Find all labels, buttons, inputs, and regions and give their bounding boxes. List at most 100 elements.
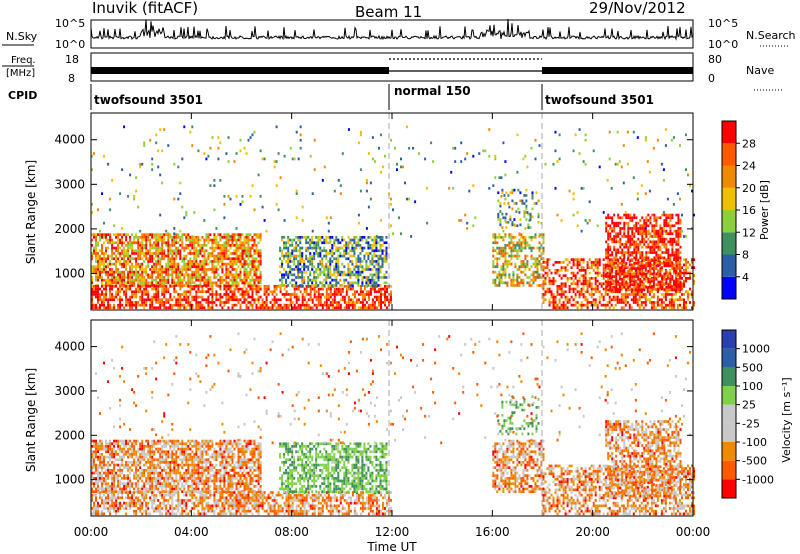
- heatmap-cell: [141, 162, 144, 166]
- heatmap-cell: [650, 290, 653, 294]
- heatmap-cell: [611, 219, 614, 222]
- heatmap-cell: [542, 295, 545, 299]
- heatmap-cell: [145, 281, 148, 285]
- heatmap-cell: [566, 269, 569, 272]
- heatmap-cell: [179, 276, 182, 279]
- heatmap-cell: [249, 285, 252, 288]
- heatmap-cell: [135, 233, 138, 236]
- heatmap-cell: [217, 262, 220, 266]
- heatmap-cell: [169, 262, 172, 266]
- heatmap-cell: [197, 301, 200, 304]
- heatmap-cell: [215, 270, 218, 274]
- heatmap-cell: [640, 184, 643, 187]
- heatmap-cell: [197, 276, 200, 279]
- heatmap-cell: [257, 276, 260, 279]
- heatmap-cell: [261, 157, 264, 161]
- heatmap-cell: [157, 290, 160, 294]
- heatmap-cell: [494, 265, 497, 269]
- heatmap-cell: [137, 254, 140, 258]
- noise-right-tick-top: 10^5: [708, 17, 738, 30]
- heatmap-cell: [295, 281, 298, 285]
- heatmap-cell: [650, 306, 653, 310]
- heatmap-cell: [631, 219, 634, 222]
- heatmap-cell: [618, 301, 621, 304]
- heatmap-cell: [209, 184, 212, 187]
- heatmap-cell: [213, 184, 216, 187]
- heatmap-cell: [135, 287, 138, 291]
- heatmap-cell: [369, 303, 372, 307]
- heatmap-cell: [241, 246, 244, 250]
- heatmap-cell: [660, 269, 663, 272]
- heatmap-cell: [297, 276, 300, 279]
- heatmap-cell: [629, 277, 632, 281]
- heatmap-cell: [665, 264, 668, 268]
- heatmap-cell: [644, 269, 647, 272]
- heatmap-cell: [668, 269, 671, 272]
- heatmap-cell: [299, 241, 302, 245]
- heatmap-cell: [119, 301, 122, 304]
- heatmap-cell: [677, 280, 680, 284]
- heatmap-cell: [317, 252, 320, 255]
- heatmap-cell: [524, 211, 527, 214]
- heatmap-cell: [253, 284, 256, 287]
- heatmap-cell: [637, 227, 640, 230]
- heatmap-cell: [147, 236, 150, 239]
- heatmap-cell: [325, 276, 328, 279]
- heatmap-cell: [631, 240, 634, 244]
- heatmap-cell: [165, 281, 168, 285]
- heatmap-cell: [331, 298, 334, 302]
- heatmap-cell: [624, 293, 627, 296]
- heatmap-cell: [661, 285, 664, 289]
- heatmap-cell: [95, 265, 97, 269]
- heatmap-cell: [309, 154, 312, 158]
- heatmap-cell: [101, 246, 103, 250]
- heatmap-cell: [630, 279, 633, 283]
- heatmap-cell: [677, 283, 680, 286]
- heatmap-cell: [317, 246, 320, 250]
- heatmap-cell: [365, 189, 368, 193]
- heatmap-cell: [123, 257, 126, 261]
- heatmap-cell: [213, 179, 216, 182]
- heatmap-cell: [325, 301, 328, 304]
- heatmap-cell: [227, 238, 230, 242]
- heatmap-cell: [635, 256, 638, 260]
- heatmap-cell: [592, 263, 595, 267]
- heatmap-cell: [221, 276, 224, 279]
- heatmap-cell: [195, 298, 198, 302]
- heatmap-cell: [640, 290, 643, 294]
- heatmap-cell: [97, 268, 99, 271]
- heatmap-cell: [679, 290, 681, 294]
- heatmap-cell: [472, 154, 475, 158]
- heatmap-cell: [289, 257, 292, 261]
- heatmap-cell: [153, 262, 156, 266]
- heatmap-cell: [339, 284, 342, 287]
- heatmap-cell: [253, 252, 256, 255]
- heatmap-cell: [295, 276, 298, 279]
- heatmap-cell: [111, 298, 114, 302]
- heatmap-cell: [111, 281, 114, 285]
- heatmap-cell: [683, 285, 685, 288]
- heatmap-cell: [677, 243, 680, 246]
- heatmap-cell: [538, 233, 541, 236]
- heatmap-cell: [353, 295, 356, 299]
- heatmap-cell: [179, 257, 182, 261]
- heatmap-cell: [161, 301, 164, 304]
- heatmap-cell: [109, 298, 112, 302]
- heatmap-cell: [496, 273, 499, 277]
- heatmap-cell: [233, 276, 236, 279]
- heatmap-cell: [143, 236, 146, 239]
- heatmap-cell: [299, 146, 302, 150]
- heatmap-cell: [367, 303, 370, 307]
- heatmap-cell: [607, 248, 610, 252]
- heatmap-cell: [510, 284, 513, 287]
- heatmap-cell: [101, 262, 103, 266]
- heatmap-cell: [255, 257, 258, 261]
- heatmap-cell: [257, 298, 260, 302]
- heatmap-cell: [159, 306, 162, 310]
- heatmap-cell: [167, 290, 170, 294]
- heatmap-cell: [576, 261, 579, 264]
- heatmap-cell: [667, 285, 670, 289]
- heatmap-cell: [189, 257, 192, 261]
- heatmap-cell: [532, 270, 535, 274]
- heatmap-cell: [645, 221, 648, 225]
